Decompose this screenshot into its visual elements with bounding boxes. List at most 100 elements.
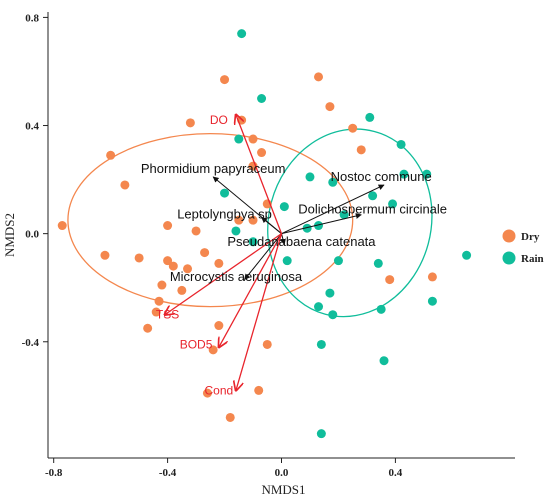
- point-dry: [157, 280, 167, 290]
- x-tick-label: 0.0: [275, 467, 289, 479]
- point-rain: [316, 339, 326, 349]
- point-dry: [248, 134, 258, 144]
- point-rain: [305, 172, 315, 182]
- point-dry: [163, 256, 173, 266]
- data-points: [57, 29, 472, 439]
- point-dry: [356, 145, 366, 155]
- env-label: TSS: [156, 308, 179, 322]
- point-rain: [248, 237, 258, 247]
- species-label: Phormidium papyraceum: [141, 161, 286, 176]
- point-dry: [57, 221, 67, 231]
- env-label: Cond: [205, 383, 234, 397]
- point-dry: [120, 180, 130, 190]
- y-tick-label: 0.4: [25, 121, 39, 133]
- point-rain: [462, 250, 472, 260]
- point-rain: [379, 356, 389, 366]
- env-vector: [165, 233, 282, 315]
- point-dry: [191, 226, 201, 236]
- legend-marker-dry: [502, 229, 516, 243]
- point-dry: [220, 75, 230, 85]
- point-rain: [388, 199, 398, 209]
- point-dry: [163, 221, 173, 231]
- y-tick-label: -0.4: [22, 337, 40, 349]
- point-dry: [427, 272, 437, 282]
- point-dry: [154, 296, 164, 306]
- x-tick-label: -0.4: [159, 467, 177, 479]
- point-rain: [314, 221, 324, 231]
- point-rain: [302, 223, 312, 233]
- species-vector: [244, 233, 282, 281]
- y-axis-title: NMDS2: [2, 213, 17, 257]
- species-label: Leptolyngbya sp: [177, 207, 272, 222]
- x-tick-label: 0.4: [389, 467, 403, 479]
- point-rain: [279, 202, 289, 212]
- point-rain: [399, 169, 409, 179]
- env-vector: [219, 233, 283, 348]
- point-rain: [282, 256, 292, 266]
- point-rain: [314, 302, 324, 312]
- point-rain: [325, 288, 335, 298]
- legend: Dry Rain: [502, 229, 544, 265]
- point-dry: [225, 412, 235, 422]
- ellipse-dry: [67, 132, 354, 308]
- point-dry: [183, 264, 193, 274]
- point-dry: [348, 123, 358, 133]
- env-vector: [236, 233, 283, 391]
- point-rain: [220, 188, 230, 198]
- species-label: Dolichospermum circinale: [298, 201, 447, 216]
- species-vector: [280, 233, 286, 246]
- point-dry: [168, 261, 178, 271]
- x-tick-label: -0.8: [45, 467, 63, 479]
- point-rain: [365, 112, 375, 122]
- point-rain: [316, 429, 326, 439]
- point-dry: [134, 253, 144, 263]
- legend-label-dry: Dry: [521, 231, 540, 243]
- species-label: Microcystis aeruginosa: [170, 269, 303, 284]
- legend-label-rain: Rain: [521, 253, 544, 265]
- point-dry: [248, 215, 258, 225]
- ellipse-rain: [267, 128, 433, 318]
- point-dry: [208, 345, 218, 355]
- legend-marker-rain: [502, 251, 516, 265]
- y-tick-label: 0.8: [25, 12, 39, 24]
- env-vector: [236, 115, 283, 234]
- point-rain: [373, 258, 383, 268]
- vectors: [165, 115, 385, 391]
- axes: -0.8 -0.4 0.0 0.4 0.8 0.4 0.0 -0.4 NMDS1 NMDS2: [2, 12, 515, 497]
- point-dry: [314, 72, 324, 82]
- point-rain: [328, 177, 338, 187]
- species-vector: [261, 217, 282, 235]
- point-rain: [368, 191, 378, 201]
- point-rain: [237, 29, 247, 39]
- point-dry: [100, 250, 110, 260]
- point-dry: [214, 258, 224, 268]
- point-rain: [257, 93, 267, 103]
- point-dry: [325, 102, 335, 112]
- x-axis-title: NMDS1: [261, 482, 305, 497]
- point-rain: [422, 169, 432, 179]
- point-dry: [214, 321, 224, 331]
- species-vector: [281, 184, 385, 235]
- point-rain: [333, 256, 343, 266]
- point-dry: [143, 323, 153, 333]
- env-label: DO: [210, 113, 228, 127]
- species-label: Nostoc commune: [331, 169, 432, 184]
- env-label: BOD5: [180, 337, 213, 351]
- point-dry: [234, 215, 244, 225]
- point-dry: [202, 388, 212, 398]
- confidence-ellipses: [67, 128, 433, 318]
- vector-labels: Phormidium papyraceum Leptolyngbya sp Pseu…: [141, 113, 447, 397]
- point-rain: [231, 226, 241, 236]
- y-tick-label: 0.0: [25, 229, 39, 241]
- point-dry: [185, 118, 195, 128]
- point-rain: [234, 134, 244, 144]
- point-dry: [151, 307, 161, 317]
- point-dry: [385, 275, 395, 285]
- point-rain: [396, 139, 406, 149]
- point-rain: [376, 304, 386, 314]
- point-dry: [200, 248, 210, 258]
- species-label: Pseudanabaena catenata: [227, 234, 376, 249]
- point-dry: [177, 285, 187, 295]
- species-vector: [281, 213, 362, 235]
